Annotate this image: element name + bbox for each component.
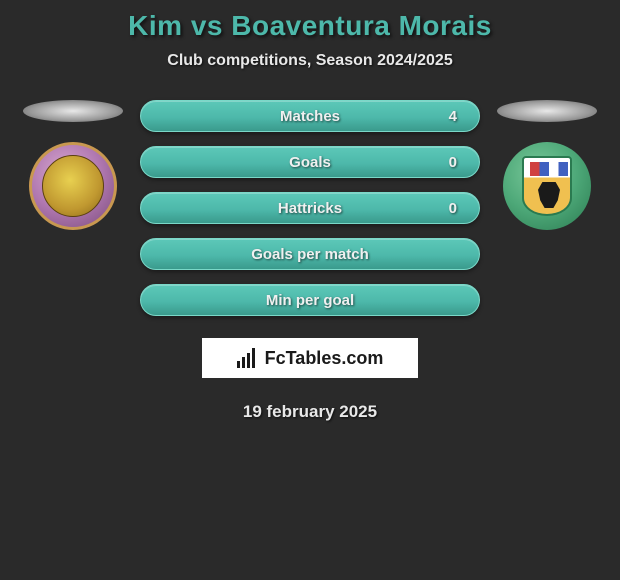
spotlight-left: [23, 100, 123, 122]
main-row: Matches 4 Goals 0 Hattricks 0 Goals per …: [0, 100, 620, 316]
fctables-logo-text: FcTables.com: [265, 348, 384, 369]
date-label: 19 february 2025: [243, 402, 377, 422]
fctables-logo: FcTables.com: [202, 338, 418, 378]
left-player-column: [18, 100, 128, 230]
infographic-container: Kim vs Boaventura Morais Club competitio…: [0, 0, 620, 422]
spotlight-right: [497, 100, 597, 122]
stat-row-goals: Goals 0: [140, 146, 480, 178]
nacional-madeira-crest-icon: [29, 142, 117, 230]
stat-label: Matches: [163, 108, 457, 125]
subtitle: Club competitions, Season 2024/2025: [167, 52, 452, 70]
stat-label: Goals: [163, 154, 457, 171]
right-player-column: [492, 100, 602, 230]
stats-column: Matches 4 Goals 0 Hattricks 0 Goals per …: [140, 100, 480, 316]
stat-right-value: 0: [449, 200, 457, 217]
page-title: Kim vs Boaventura Morais: [128, 10, 492, 42]
stat-row-goals-per-match: Goals per match: [140, 238, 480, 270]
stat-right-value: 4: [449, 108, 457, 125]
scf-crest-icon: [503, 142, 591, 230]
stat-label: Min per goal: [163, 292, 457, 309]
stat-row-hattricks: Hattricks 0: [140, 192, 480, 224]
stat-label: Hattricks: [163, 200, 457, 217]
stat-label: Goals per match: [163, 246, 457, 263]
stat-right-value: 0: [449, 154, 457, 171]
bar-chart-icon: [237, 348, 261, 368]
stat-row-min-per-goal: Min per goal: [140, 284, 480, 316]
stat-row-matches: Matches 4: [140, 100, 480, 132]
scf-shield-icon: [522, 156, 572, 216]
